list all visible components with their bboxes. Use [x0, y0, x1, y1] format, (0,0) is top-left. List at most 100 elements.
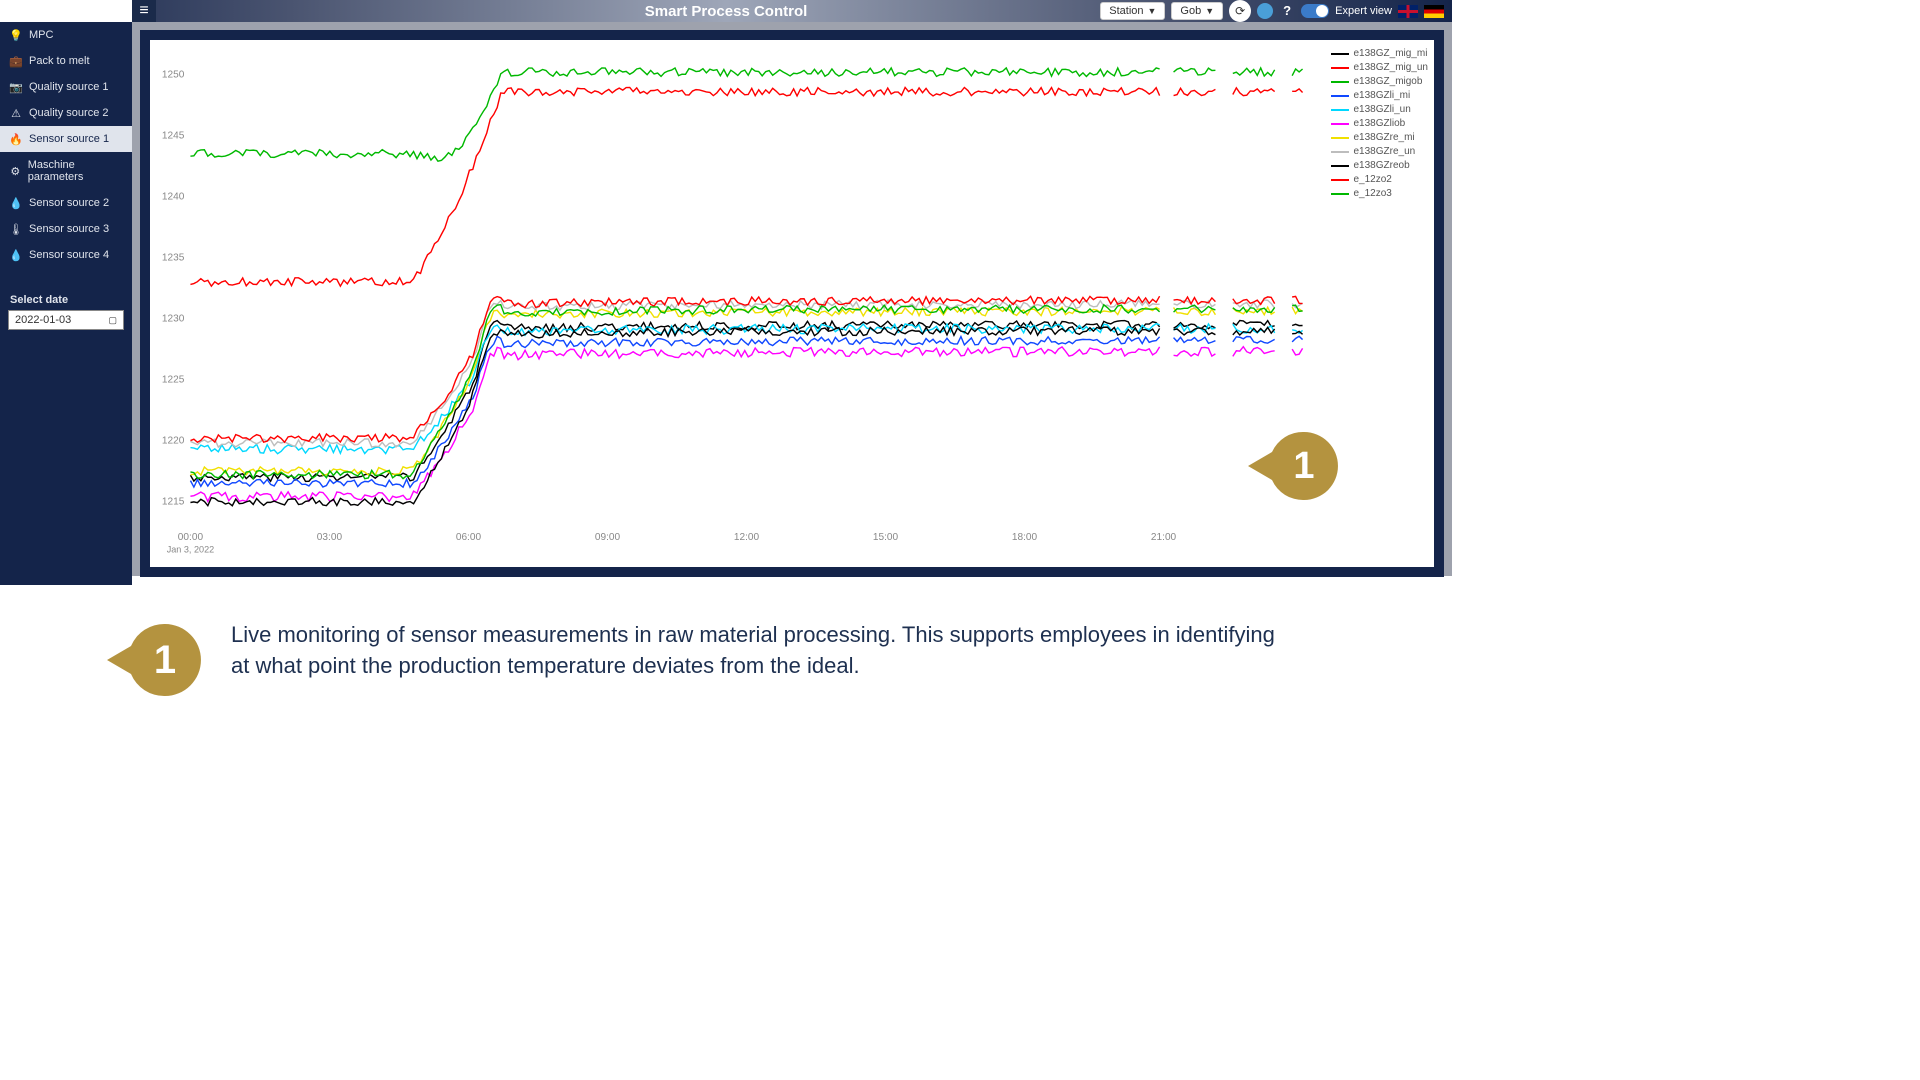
- therm-icon: 🌡: [10, 223, 22, 235]
- date-value: 2022-01-03: [15, 314, 71, 326]
- legend-item[interactable]: e138GZre_un: [1331, 146, 1429, 157]
- callout-teardrop-icon: 1: [105, 620, 201, 700]
- legend-swatch-icon: [1331, 53, 1349, 55]
- lang-en-flag-icon[interactable]: [1398, 5, 1418, 18]
- legend-swatch-icon: [1331, 151, 1349, 153]
- legend-label: e138GZli_un: [1354, 104, 1411, 115]
- sidebar-item-maschine-parameters[interactable]: ⚙ Maschine parameters: [0, 152, 132, 190]
- body-row: 💡MPC 💼 Pack to melt 📷Quality source 1 ⚠ Quali…: [0, 22, 1452, 585]
- status-dot-icon: [1257, 3, 1273, 19]
- legend-item[interactable]: e138GZreob: [1331, 160, 1429, 171]
- select-date-label: Select date: [0, 288, 132, 310]
- legend-item[interactable]: e138GZ_mig_un: [1331, 62, 1429, 73]
- legend-item[interactable]: e138GZ_mig_mi: [1331, 48, 1429, 59]
- chart-panel: 1215122012251230123512401245125000:0003:…: [132, 22, 1452, 585]
- chevron-icon: ▢: [108, 315, 117, 326]
- chevron-down-icon: ▼: [1148, 6, 1157, 16]
- sidebar-item-sensor-source-2[interactable]: 💧 Sensor source 2: [0, 190, 132, 216]
- svg-text:1225: 1225: [162, 375, 185, 386]
- svg-text:21:00: 21:00: [1151, 532, 1177, 543]
- svg-text:1240: 1240: [162, 192, 185, 203]
- legend-label: e_12zo3: [1354, 188, 1392, 199]
- sidebar-item-sensor-source-3[interactable]: 🌡 Sensor source 3: [0, 216, 132, 242]
- explanation-block: 1 Live monitoring of sensor measurements…: [105, 620, 1305, 700]
- chart-legend: e138GZ_mig_mi e138GZ_mig_un e138GZ_migob e1…: [1331, 48, 1429, 202]
- chart-frame: 1215122012251230123512401245125000:0003:…: [140, 30, 1444, 577]
- svg-text:1230: 1230: [162, 314, 185, 325]
- legend-swatch-icon: [1331, 179, 1349, 181]
- help-icon[interactable]: ?: [1279, 3, 1295, 19]
- legend-label: e138GZliob: [1354, 118, 1406, 129]
- svg-text:06:00: 06:00: [456, 532, 482, 543]
- legend-swatch-icon: [1331, 95, 1349, 97]
- legend-item[interactable]: e138GZli_mi: [1331, 90, 1429, 101]
- svg-text:09:00: 09:00: [595, 532, 621, 543]
- svg-text:00:00: 00:00: [178, 532, 204, 543]
- sidebar: 💡MPC 💼 Pack to melt 📷Quality source 1 ⚠ Quali…: [0, 22, 132, 585]
- sidebar-item-quality-source-2[interactable]: ⚠ Quality source 2: [0, 100, 132, 126]
- callout-marker-1: 1: [1246, 428, 1338, 504]
- sidebar-item-quality-source-1[interactable]: 📷Quality source 1: [0, 74, 132, 100]
- legend-item[interactable]: e138GZ_migob: [1331, 76, 1429, 87]
- date-input[interactable]: 2022-01-03 ▢: [8, 310, 124, 330]
- svg-text:18:00: 18:00: [1012, 532, 1038, 543]
- sidebar-item-label: Sensor source 4: [29, 249, 109, 261]
- legend-swatch-icon: [1331, 81, 1349, 83]
- callout-teardrop-icon: 1: [1246, 428, 1338, 504]
- sidebar-item-sensor-source-4[interactable]: 💧Sensor source 4: [0, 242, 132, 268]
- legend-item[interactable]: e138GZliob: [1331, 118, 1429, 129]
- sidebar-item-label: Sensor source 3: [29, 223, 109, 235]
- refresh-icon: ⟳: [1235, 4, 1245, 18]
- sidebar-item-label: Maschine parameters: [28, 159, 122, 183]
- svg-text:15:00: 15:00: [873, 532, 899, 543]
- svg-text:1215: 1215: [162, 496, 185, 507]
- legend-swatch-icon: [1331, 123, 1349, 125]
- sidebar-item-label: Quality source 2: [29, 107, 108, 119]
- case-icon: 💼: [10, 55, 22, 67]
- sidebar-item-mpc[interactable]: 💡MPC: [0, 22, 132, 48]
- svg-text:1220: 1220: [162, 436, 185, 447]
- svg-text:Jan 3, 2022: Jan 3, 2022: [167, 544, 214, 554]
- sidebar-item-pack-to-melt[interactable]: 💼 Pack to melt: [0, 48, 132, 74]
- lang-de-flag-icon[interactable]: [1424, 5, 1444, 18]
- topbar-right: Station▼ Gob ▼ ⟳ ? Expert view: [1100, 0, 1452, 22]
- warn-icon: ⚠: [10, 107, 22, 119]
- sidebar-item-sensor-source-1[interactable]: 🔥Sensor source 1: [0, 126, 132, 152]
- cam-icon: 📷: [10, 81, 22, 93]
- station-dropdown[interactable]: Station▼: [1100, 2, 1165, 20]
- expert-view-toggle[interactable]: [1301, 4, 1329, 18]
- gob-dropdown-label: Gob: [1180, 5, 1201, 17]
- legend-label: e138GZre_un: [1354, 146, 1416, 157]
- gear-icon: ⚙: [10, 165, 21, 177]
- legend-item[interactable]: e138GZli_un: [1331, 104, 1429, 115]
- refresh-button[interactable]: ⟳: [1229, 0, 1251, 22]
- callout-number: 1: [154, 638, 176, 682]
- svg-text:1235: 1235: [162, 253, 185, 264]
- explanation-text: Live monitoring of sensor measurements i…: [231, 620, 1291, 682]
- app-title: Smart Process Control: [645, 3, 808, 20]
- sidebar-item-label: Pack to melt: [29, 55, 90, 67]
- app-shell: ≡ Smart Process Control Station▼ Gob ▼ ⟳ …: [0, 0, 1452, 576]
- expert-view-label: Expert view: [1335, 5, 1392, 17]
- legend-swatch-icon: [1331, 193, 1349, 195]
- topbar: ≡ Smart Process Control Station▼ Gob ▼ ⟳ …: [0, 0, 1452, 22]
- sidebar-item-label: Sensor source 1: [29, 133, 109, 145]
- gob-dropdown[interactable]: Gob ▼: [1171, 2, 1223, 20]
- legend-item[interactable]: e_12zo3: [1331, 188, 1429, 199]
- callout-number: 1: [1293, 445, 1314, 487]
- legend-label: e138GZ_migob: [1354, 76, 1423, 87]
- legend-label: e138GZli_mi: [1354, 90, 1411, 101]
- legend-swatch-icon: [1331, 67, 1349, 69]
- legend-item[interactable]: e_12zo2: [1331, 174, 1429, 185]
- chevron-down-icon: ▼: [1205, 6, 1214, 16]
- legend-item[interactable]: e138GZre_mi: [1331, 132, 1429, 143]
- legend-label: e_12zo2: [1354, 174, 1392, 185]
- svg-text:1250: 1250: [162, 70, 185, 81]
- legend-label: e138GZ_mig_mi: [1354, 48, 1428, 59]
- drop-icon: 💧: [10, 197, 22, 209]
- svg-text:12:00: 12:00: [734, 532, 760, 543]
- sidebar-item-label: Sensor source 2: [29, 197, 109, 209]
- legend-label: e138GZ_mig_un: [1354, 62, 1429, 73]
- line-chart: 1215122012251230123512401245125000:0003:…: [150, 40, 1434, 567]
- hamburger-menu-button[interactable]: ≡: [132, 0, 156, 22]
